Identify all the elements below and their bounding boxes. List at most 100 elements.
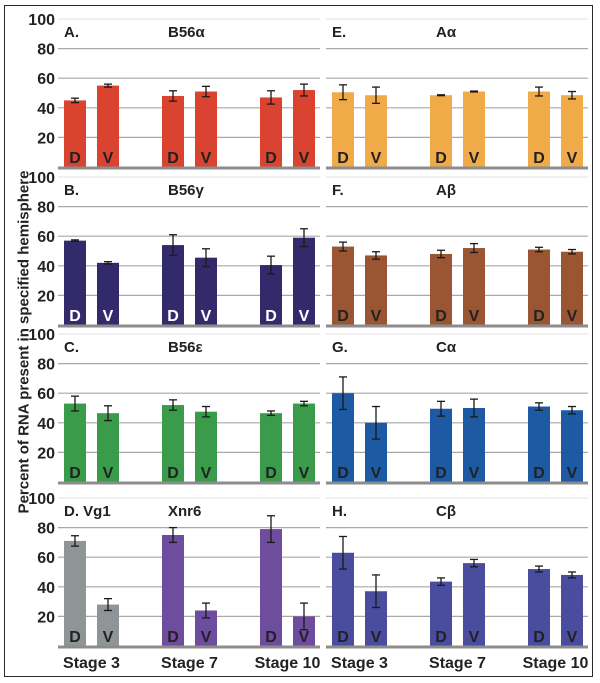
bar-v-stage-3 bbox=[365, 422, 387, 482]
bar-label-v: V bbox=[103, 308, 114, 325]
bar-label-d: D bbox=[337, 629, 349, 646]
panel-id-label: C. bbox=[64, 339, 79, 356]
bar-label-v: V bbox=[103, 465, 114, 482]
bar-v-stage-7 bbox=[463, 563, 485, 646]
y-tick-label: 20 bbox=[37, 288, 55, 305]
y-tick-label: 100 bbox=[28, 491, 55, 508]
bar-v-stage-3 bbox=[365, 95, 387, 167]
bar-d-stage-3 bbox=[332, 92, 354, 167]
y-tick-label: 20 bbox=[37, 609, 55, 626]
panel-title: Cβ bbox=[436, 503, 456, 520]
bar-label-v: V bbox=[103, 150, 114, 167]
bar-label-v: V bbox=[567, 629, 578, 646]
panel-e: E. Aα D V D V D V bbox=[326, 18, 588, 170]
bar-label-d: D bbox=[533, 465, 545, 482]
y-tick-label: 60 bbox=[37, 71, 55, 88]
y-tick-label: 20 bbox=[37, 130, 55, 147]
bar-label-d: D bbox=[265, 465, 277, 482]
bar-label-d: D bbox=[435, 308, 447, 325]
bar-v-stage-3 bbox=[97, 604, 119, 646]
bar-label-v: V bbox=[469, 629, 480, 646]
bar-label-d: D bbox=[167, 465, 179, 482]
bar-v-stage-10 bbox=[561, 574, 583, 646]
bar-v-stage-7 bbox=[195, 411, 217, 482]
bar-label-v: V bbox=[299, 629, 310, 646]
bar-label-d: D bbox=[435, 150, 447, 167]
bar-v-stage-3 bbox=[365, 255, 387, 325]
y-tick-label: 100 bbox=[28, 170, 55, 187]
bar-label-v: V bbox=[201, 150, 212, 167]
bar-label-v: V bbox=[103, 629, 114, 646]
bar-label-d: D bbox=[69, 308, 81, 325]
bar-label-v: V bbox=[371, 308, 382, 325]
bar-label-v: V bbox=[201, 629, 212, 646]
bar-label-d: D bbox=[69, 629, 81, 646]
bar-label-d: D bbox=[337, 465, 349, 482]
bar-label-d: D bbox=[265, 629, 277, 646]
bar-label-d: D bbox=[69, 465, 81, 482]
bar-label-v: V bbox=[299, 308, 310, 325]
bar-d-stage-10 bbox=[528, 569, 550, 646]
x-tick-label: Stage 10 bbox=[255, 655, 321, 672]
x-tick-label: Stage 3 bbox=[331, 655, 388, 672]
bar-d-stage-10 bbox=[260, 265, 282, 325]
bar-label-d: D bbox=[337, 308, 349, 325]
bar-v-stage-3 bbox=[97, 413, 119, 482]
bar-label-v: V bbox=[567, 465, 578, 482]
y-tick-label: 40 bbox=[37, 416, 55, 433]
bar-label-d: D bbox=[167, 150, 179, 167]
y-tick-label: 40 bbox=[37, 580, 55, 597]
bar-label-v: V bbox=[201, 308, 212, 325]
panel-title: Cα bbox=[436, 339, 457, 356]
panel-id-label: E. bbox=[332, 24, 346, 41]
bar-label-d: D bbox=[167, 629, 179, 646]
bar-label-d: D bbox=[167, 308, 179, 325]
bar-d-stage-3 bbox=[64, 240, 86, 325]
panel-c: 20 40 60 80 100 C. B56ε D V D V D V bbox=[28, 327, 320, 485]
bar-label-v: V bbox=[371, 629, 382, 646]
bar-d-stage-7 bbox=[162, 535, 184, 646]
bar-d-stage-10 bbox=[528, 249, 550, 325]
bar-v-stage-7 bbox=[463, 408, 485, 482]
bar-d-stage-10 bbox=[528, 406, 550, 482]
bar-label-d: D bbox=[533, 629, 545, 646]
bar-d-stage-3 bbox=[64, 403, 86, 482]
bar-label-v: V bbox=[469, 465, 480, 482]
bar-label-v: V bbox=[299, 150, 310, 167]
panel-title: B56α bbox=[168, 24, 206, 41]
y-tick-label: 60 bbox=[37, 550, 55, 567]
x-tick-label: Stage 7 bbox=[429, 655, 486, 672]
bar-d-stage-7 bbox=[162, 245, 184, 325]
bar-v-stage-10 bbox=[293, 616, 315, 646]
bar-v-stage-10 bbox=[293, 237, 315, 325]
panel-h: H. Cβ D V D V D V Stage 3 Stage 7 Stage 10 bbox=[326, 497, 589, 672]
y-tick-label: 80 bbox=[37, 357, 55, 374]
bar-label-v: V bbox=[567, 308, 578, 325]
bar-v-stage-7 bbox=[195, 257, 217, 325]
panel-g: G. Cα D V D V D V bbox=[326, 333, 588, 485]
bar-d-stage-7 bbox=[430, 408, 452, 482]
bar-label-v: V bbox=[469, 150, 480, 167]
x-tick-label: Stage 10 bbox=[523, 655, 589, 672]
panel-d: 20 40 60 80 100 D. Vg1 Xnr6 D V D V D V Stage 3 Stage … bbox=[28, 491, 320, 672]
bar-label-v: V bbox=[469, 308, 480, 325]
panel-title: Aβ bbox=[436, 182, 456, 199]
bar-v-stage-7 bbox=[195, 610, 217, 646]
bar-label-d: D bbox=[533, 150, 545, 167]
bar-label-v: V bbox=[371, 465, 382, 482]
bar-d-stage-7 bbox=[162, 405, 184, 482]
bar-v-stage-10 bbox=[561, 251, 583, 325]
panel-id-label: H. bbox=[332, 503, 347, 520]
panel-id-label: A. bbox=[64, 24, 79, 41]
bar-d-stage-7 bbox=[430, 253, 452, 325]
bar-label-d: D bbox=[265, 308, 277, 325]
y-tick-label: 60 bbox=[37, 386, 55, 403]
x-tick-label: Stage 7 bbox=[161, 655, 218, 672]
y-tick-label: 80 bbox=[37, 521, 55, 538]
bar-d-stage-10 bbox=[528, 91, 550, 167]
bar-v-stage-7 bbox=[195, 91, 217, 167]
y-tick-label: 100 bbox=[28, 12, 55, 29]
bar-d-stage-7 bbox=[162, 95, 184, 167]
bar-d-stage-10 bbox=[260, 97, 282, 167]
bar-d-stage-7 bbox=[430, 581, 452, 646]
